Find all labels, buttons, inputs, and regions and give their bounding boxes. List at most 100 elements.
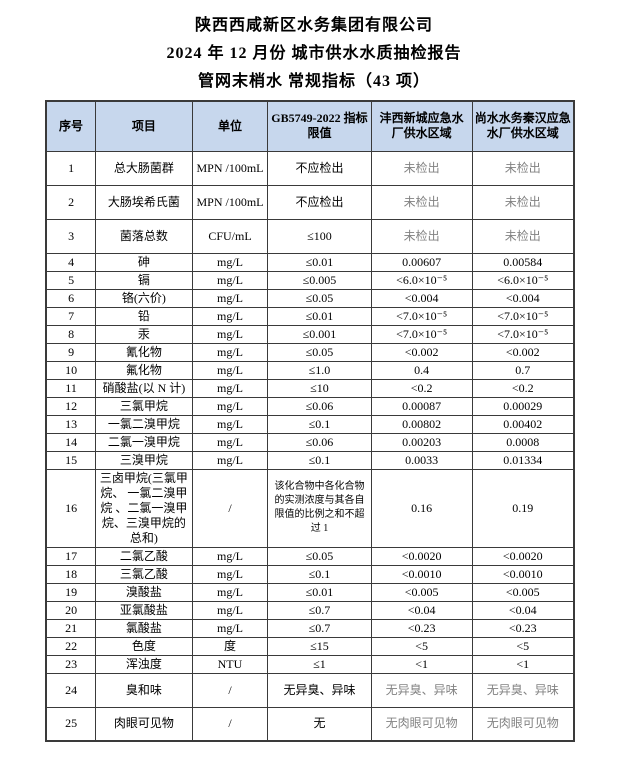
cell-limit: 无: [267, 706, 372, 742]
cell-item: 汞: [95, 324, 193, 344]
cell-v1: <7.0×10⁻⁵: [370, 306, 473, 326]
cell-v2: <0.23: [471, 618, 575, 638]
table-row: 4 砷 mg/L ≤0.01 0.00607 0.00584: [45, 252, 575, 272]
cell-unit: mg/L: [191, 432, 269, 452]
cell-item: 溴酸盐: [95, 582, 193, 602]
cell-item: 硝酸盐(以 N 计): [95, 378, 193, 398]
cell-limit: ≤0.7: [267, 618, 372, 638]
table-row: 12 三氯甲烷 mg/L ≤0.06 0.00087 0.00029: [45, 396, 575, 416]
cell-v1: <6.0×10⁻⁵: [370, 270, 473, 290]
cell-v2: 0.7: [471, 360, 575, 380]
cell-seq: 1: [45, 150, 97, 186]
cell-seq: 11: [45, 378, 97, 398]
cell-seq: 9: [45, 342, 97, 362]
cell-v2: <0.2: [471, 378, 575, 398]
cell-item: 色度: [95, 636, 193, 656]
table-row: 6 铬(六价) mg/L ≤0.05 <0.004 <0.004: [45, 288, 575, 308]
cell-v2: 0.0008: [471, 432, 575, 452]
cell-v2: <0.002: [471, 342, 575, 362]
cell-seq: 17: [45, 546, 97, 566]
cell-seq: 21: [45, 618, 97, 638]
cell-item: 铬(六价): [95, 288, 193, 308]
cell-seq: 10: [45, 360, 97, 380]
cell-item: 一氯二溴甲烷: [95, 414, 193, 434]
cell-item: 氰化物: [95, 342, 193, 362]
table-row: 11 硝酸盐(以 N 计) mg/L ≤10 <0.2 <0.2: [45, 378, 575, 398]
cell-limit: ≤0.05: [267, 342, 372, 362]
table-header-row: 序号 项目 单位 GB5749-2022 指标限值 沣西新城应急水厂供水区域 尚…: [45, 100, 575, 152]
cell-seq: 6: [45, 288, 97, 308]
cell-v1: 未检出: [370, 184, 473, 220]
cell-v1: <0.004: [370, 288, 473, 308]
table-row: 10 氟化物 mg/L ≤1.0 0.4 0.7: [45, 360, 575, 380]
cell-seq: 16: [45, 468, 97, 548]
cell-v2: <7.0×10⁻⁵: [471, 306, 575, 326]
cell-unit: /: [191, 706, 269, 742]
cell-limit: ≤0.001: [267, 324, 372, 344]
cell-v1: <0.002: [370, 342, 473, 362]
table-row: 24 臭和味 / 无异臭、异味 无异臭、异味 无异臭、异味: [45, 672, 575, 708]
cell-v2: <0.005: [471, 582, 575, 602]
cell-v1: 0.0033: [370, 450, 473, 470]
cell-seq: 2: [45, 184, 97, 220]
cell-limit: ≤0.05: [267, 546, 372, 566]
cell-unit: mg/L: [191, 414, 269, 434]
cell-v1: <0.0020: [370, 546, 473, 566]
cell-item: 砷: [95, 252, 193, 272]
cell-limit: ≤0.06: [267, 396, 372, 416]
cell-unit: 度: [191, 636, 269, 656]
cell-item: 三卤甲烷(三氯甲烷、 一氯二溴甲烷 、二氯一溴甲烷、三溴甲烷的总和): [95, 468, 193, 548]
report-page: 陕西西咸新区水务集团有限公司 2024 年 12 月份 城市供水水质抽检报告 管…: [45, 17, 575, 742]
table-row: 19 溴酸盐 mg/L ≤0.01 <0.005 <0.005: [45, 582, 575, 602]
cell-item: 肉眼可见物: [95, 706, 193, 742]
cell-item: 镉: [95, 270, 193, 290]
cell-seq: 25: [45, 706, 97, 742]
cell-limit: ≤0.01: [267, 252, 372, 272]
cell-limit: 该化合物中各化合物的实测浓度与其各自限值的比例之和不超过 1: [267, 468, 372, 548]
cell-unit: mg/L: [191, 600, 269, 620]
cell-unit: mg/L: [191, 342, 269, 362]
cell-v2: <6.0×10⁻⁵: [471, 270, 575, 290]
table-row: 3 菌落总数 CFU/mL ≤100 未检出 未检出: [45, 218, 575, 254]
cell-v1: <0.005: [370, 582, 473, 602]
cell-item: 总大肠菌群: [95, 150, 193, 186]
cell-unit: mg/L: [191, 378, 269, 398]
cell-seq: 24: [45, 672, 97, 708]
cell-v2: 0.00029: [471, 396, 575, 416]
cell-unit: mg/L: [191, 582, 269, 602]
cell-v1: <0.0010: [370, 564, 473, 584]
cell-seq: 18: [45, 564, 97, 584]
col-header-region1: 沣西新城应急水厂供水区域: [370, 100, 473, 152]
cell-v1: 无异臭、异味: [370, 672, 473, 708]
table-row: 1 总大肠菌群 MPN /100mL 不应检出 未检出 未检出: [45, 150, 575, 186]
cell-v1: 0.00203: [370, 432, 473, 452]
table-row: 5 镉 mg/L ≤0.005 <6.0×10⁻⁵ <6.0×10⁻⁵: [45, 270, 575, 290]
cell-seq: 3: [45, 218, 97, 254]
cell-limit: ≤0.05: [267, 288, 372, 308]
cell-seq: 20: [45, 600, 97, 620]
cell-v2: 未检出: [471, 184, 575, 220]
cell-item: 臭和味: [95, 672, 193, 708]
cell-item: 菌落总数: [95, 218, 193, 254]
col-header-item: 项目: [95, 100, 193, 152]
cell-v1: <1: [370, 654, 473, 674]
cell-v1: 0.00087: [370, 396, 473, 416]
cell-v2: <0.04: [471, 600, 575, 620]
table-row: 2 大肠埃希氏菌 MPN /100mL 不应检出 未检出 未检出: [45, 184, 575, 220]
cell-limit: ≤0.1: [267, 450, 372, 470]
cell-limit: ≤0.01: [267, 582, 372, 602]
table-row: 18 三氯乙酸 mg/L ≤0.1 <0.0010 <0.0010: [45, 564, 575, 584]
cell-v1: <7.0×10⁻⁵: [370, 324, 473, 344]
cell-unit: mg/L: [191, 546, 269, 566]
cell-v2: 无异臭、异味: [471, 672, 575, 708]
cell-unit: mg/L: [191, 324, 269, 344]
table-row: 21 氯酸盐 mg/L ≤0.7 <0.23 <0.23: [45, 618, 575, 638]
cell-seq: 15: [45, 450, 97, 470]
col-header-region2: 尚水水务秦汉应急水厂供水区域: [471, 100, 575, 152]
cell-seq: 13: [45, 414, 97, 434]
cell-v2: <1: [471, 654, 575, 674]
cell-limit: ≤0.1: [267, 564, 372, 584]
cell-limit: ≤1: [267, 654, 372, 674]
cell-unit: MPN /100mL: [191, 150, 269, 186]
table-row: 8 汞 mg/L ≤0.001 <7.0×10⁻⁵ <7.0×10⁻⁵: [45, 324, 575, 344]
